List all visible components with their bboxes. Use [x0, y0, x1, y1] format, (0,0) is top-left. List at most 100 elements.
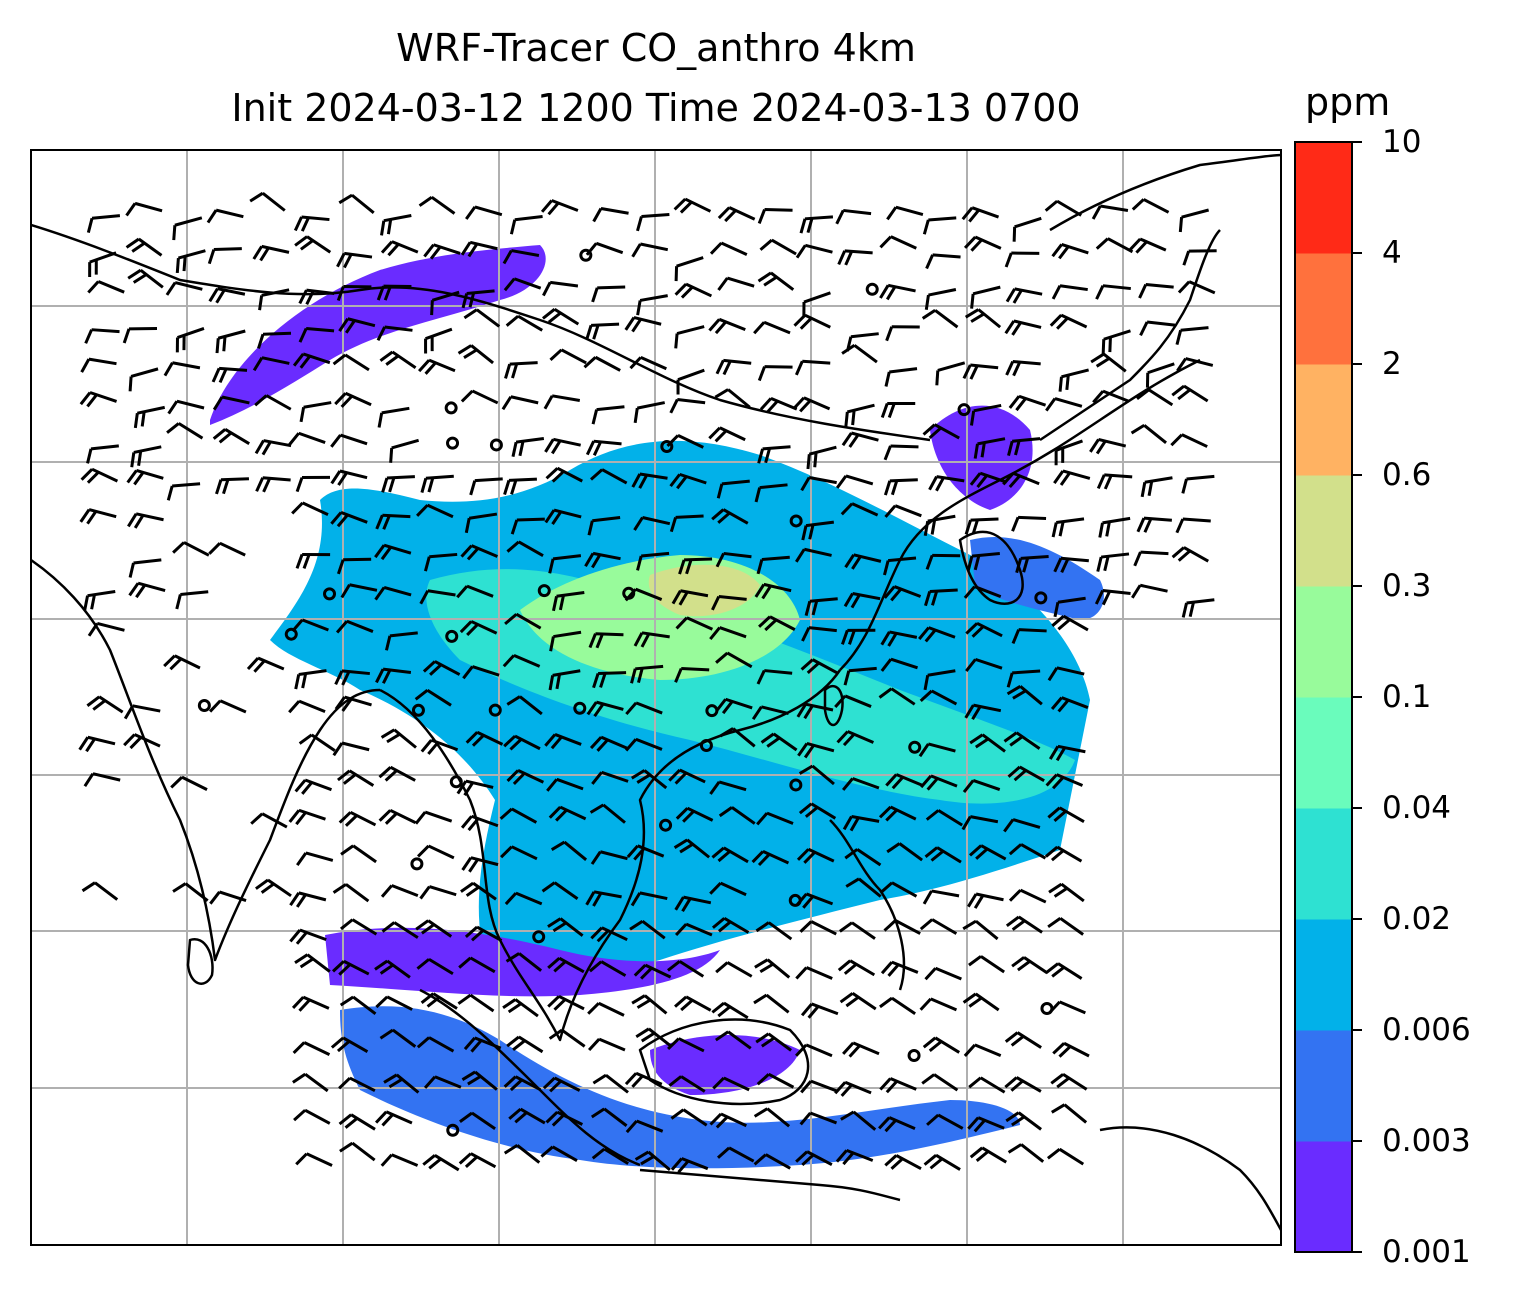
- wind-barb: [801, 520, 835, 541]
- colorbar-segment: [1295, 586, 1352, 698]
- wind-barb: [1136, 516, 1172, 533]
- wind-barb: [163, 654, 201, 671]
- wind-barb: [591, 405, 625, 425]
- wind-barb: [330, 469, 368, 486]
- wind-barb: [1053, 596, 1086, 618]
- wind-barb: [1044, 845, 1083, 863]
- wind-barb: [919, 689, 958, 706]
- wind-barb: [548, 669, 581, 691]
- wind-barb: [502, 249, 540, 265]
- wind-barb: [806, 445, 837, 470]
- wind-barb: [922, 216, 957, 235]
- wind-barb: [130, 445, 162, 468]
- wind-barb: [544, 508, 582, 525]
- wind-barb: [841, 431, 879, 448]
- wind-barb: [801, 626, 837, 642]
- wind-barb: [298, 327, 335, 343]
- wind-barb: [625, 737, 663, 752]
- calm-marker: [659, 818, 673, 832]
- wind-barb: [380, 1153, 419, 1167]
- wind-barb: [381, 475, 415, 493]
- wind-barb: [669, 472, 707, 490]
- wind-barb: [883, 919, 921, 935]
- wind-barb: [133, 405, 166, 429]
- wind-barb: [378, 808, 417, 825]
- wind-barb: [925, 253, 961, 270]
- coastline-taiwan: [823, 684, 844, 727]
- wind-barb: [375, 995, 413, 1011]
- wind-barb: [1004, 1031, 1042, 1049]
- wind-barb: [717, 276, 755, 291]
- wind-barb: [964, 308, 1002, 329]
- wind-barb: [291, 618, 329, 633]
- wind-barb: [884, 367, 918, 387]
- wind-barb: [883, 478, 918, 496]
- wind-barb: [885, 773, 923, 790]
- wind-barb: [84, 328, 120, 344]
- colorbar-tick-label: 0.02: [1382, 901, 1452, 937]
- wind-barb: [1048, 1000, 1086, 1015]
- wind-barb: [1048, 882, 1085, 903]
- wind-barb: [756, 555, 790, 575]
- wind-barb: [1054, 439, 1084, 466]
- wind-barb: [458, 956, 496, 974]
- wind-barb: [335, 619, 374, 634]
- wind-barb: [878, 805, 917, 822]
- wind-barb: [756, 669, 793, 685]
- wind-barb: [962, 779, 1001, 794]
- calm-marker: [1034, 591, 1048, 605]
- wind-barb: [804, 597, 838, 617]
- wind-barb: [544, 733, 582, 750]
- wind-barb: [795, 243, 833, 259]
- wind-barb: [340, 918, 378, 936]
- wind-barb: [1007, 1143, 1045, 1163]
- wind-barb: [795, 547, 832, 563]
- wind-barb: [794, 359, 831, 376]
- wind-barb: [1006, 685, 1043, 706]
- wind-barb: [800, 658, 838, 675]
- wind-barb: [920, 774, 958, 791]
- wind-barb: [86, 214, 121, 234]
- wind-barb: [1176, 357, 1214, 372]
- wind-barb: [460, 240, 498, 258]
- wind-barb: [1053, 556, 1089, 573]
- calm-marker: [699, 738, 713, 752]
- wind-barb: [969, 1146, 1008, 1164]
- wind-barb: [423, 1075, 462, 1089]
- wind-barb: [505, 952, 543, 972]
- wind-barb: [755, 921, 793, 941]
- wind-barb: [588, 632, 624, 649]
- wind-barb: [1101, 329, 1131, 355]
- wind-barb: [709, 241, 748, 256]
- wind-barb: [461, 856, 499, 873]
- wind-barb: [503, 734, 541, 751]
- wind-barb: [212, 428, 250, 446]
- wind-barb: [839, 921, 876, 940]
- wind-barb: [878, 1116, 916, 1133]
- wind-barb: [670, 1157, 709, 1174]
- plume-japan-patch: [930, 405, 1033, 510]
- colorbar-tick-label: 0.3: [1382, 568, 1432, 604]
- wind-barb: [1051, 614, 1089, 632]
- wind-barb: [709, 881, 747, 897]
- wind-barb: [753, 1107, 791, 1128]
- wind-barb: [1048, 744, 1086, 762]
- wind-barb: [1139, 320, 1176, 337]
- wind-barb: [585, 439, 622, 456]
- wind-barb: [714, 388, 751, 409]
- wind-barb: [338, 1113, 376, 1131]
- calm-marker: [445, 629, 459, 643]
- wind-barb: [378, 765, 416, 782]
- wind-barb: [717, 206, 756, 223]
- wind-barb: [508, 1107, 546, 1125]
- wind-barb: [456, 584, 494, 599]
- wind-barb: [379, 1028, 417, 1048]
- wind-barb: [631, 994, 668, 1015]
- wind-barb: [509, 215, 543, 235]
- wind-barb: [798, 764, 835, 786]
- wind-barb: [330, 433, 368, 448]
- plume-south-band: [325, 927, 720, 997]
- wind-barb: [716, 1146, 755, 1163]
- calm-marker: [789, 778, 803, 792]
- wind-barb: [422, 1154, 460, 1172]
